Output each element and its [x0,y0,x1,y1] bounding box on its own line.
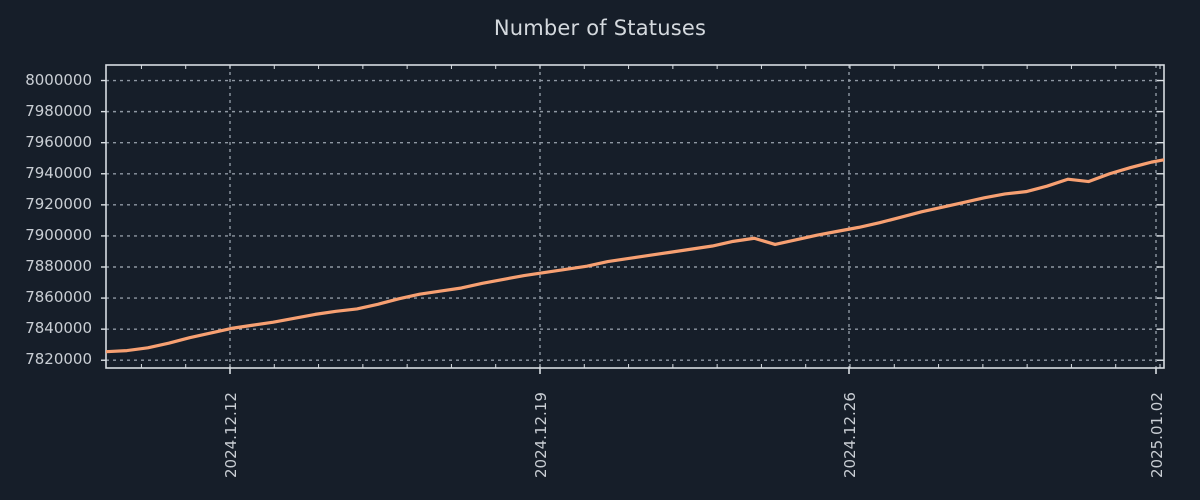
horizontal-gridlines [106,79,1164,361]
x-tick-label: 2024.12.12 [222,392,240,478]
y-tick-label: 7820000 [25,350,92,369]
y-tick-label: 7880000 [25,257,92,275]
x-tick-label: 2024.12.19 [532,392,550,478]
y-tick-label: 7900000 [25,225,92,244]
y-tick-label: 7840000 [25,319,92,338]
y-tick-label: 7960000 [25,132,92,151]
y-tick-label: 7940000 [25,163,92,182]
data-series-line [106,158,1164,354]
y-tick-label: 7860000 [25,288,92,307]
vertical-gridlines [229,65,1157,368]
plot-frame [105,64,1165,369]
y-tick-label: 8000000 [25,70,92,89]
x-tick-label: 2025.01.02 [1148,392,1166,478]
plot-background [106,65,1164,368]
y-tick-label: 7980000 [25,101,92,120]
x-tick-label: 2024.12.26 [841,392,859,478]
axis-major-ticks [229,368,1157,374]
y-tick-label: 7920000 [25,194,92,213]
chart-title: Number of Statuses [493,16,707,40]
